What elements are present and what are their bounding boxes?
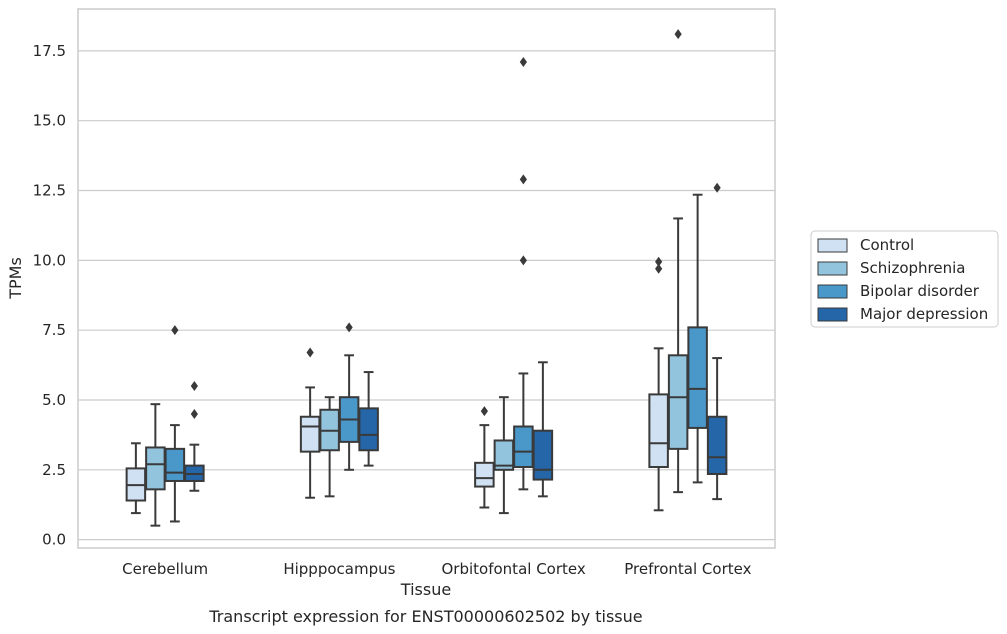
box <box>164 447 186 482</box>
legend-label: Schizophrenia <box>860 259 965 277</box>
x-tick-label: Cerebellum <box>122 560 208 578</box>
y-tick-label: 12.5 <box>33 182 66 200</box>
outlier-point <box>655 256 663 267</box>
box <box>648 393 669 469</box>
series-major-depression <box>184 182 728 501</box>
y-axis-ticks: 0.0 2.5 5.0 7.5 10.0 12.5 15.0 17.5 <box>33 42 66 549</box>
legend: Control Schizophrenia Bipolar disorder Majo… <box>810 230 999 328</box>
outlier-point <box>171 325 179 336</box>
outlier-point <box>519 57 527 68</box>
series-schizophrenia <box>145 29 689 527</box>
legend-label: Major depression <box>860 305 988 323</box>
box <box>687 326 708 429</box>
x-axis-label: Tissue <box>400 580 451 599</box>
outlier-point <box>190 408 198 419</box>
legend-label: Bipolar disorder <box>860 282 980 300</box>
outlier-point <box>190 381 198 392</box>
plot-frame <box>77 8 776 549</box>
box-series <box>125 29 728 527</box>
box <box>667 354 689 450</box>
legend-frame <box>810 230 999 328</box>
legend-swatch <box>817 238 848 253</box>
y-tick-label: 17.5 <box>33 42 66 60</box>
box <box>513 425 534 469</box>
x-tick-label: Hipppocampus <box>283 560 395 578</box>
y-tick-label: 2.5 <box>42 461 66 479</box>
outlier-point <box>519 255 527 266</box>
outlier-point <box>655 263 663 274</box>
legend-swatch <box>817 284 848 299</box>
outlier-point <box>306 347 314 358</box>
x-tick-label: Prefrontal Cortex <box>624 560 751 578</box>
chart-caption: Transcript expression for ENST0000060250… <box>208 607 642 626</box>
y-axis-label: TPMs <box>6 257 25 300</box>
x-axis-ticks: Cerebellum Hipppocampus Orbitofontal Corte… <box>122 560 751 578</box>
y-tick-label: 15.0 <box>33 112 66 130</box>
box <box>358 407 379 452</box>
legend-swatch <box>817 307 848 322</box>
outlier-point <box>519 174 527 185</box>
y-tick-label: 0.0 <box>42 531 66 549</box>
outlier-point <box>345 322 353 333</box>
outlier-point <box>674 29 682 40</box>
outlier-point <box>713 182 721 193</box>
y-tick-label: 7.5 <box>42 321 66 339</box>
legend-label: Control <box>860 236 914 254</box>
box <box>299 415 321 453</box>
outlier-point <box>480 406 488 417</box>
series-bipolar-disorder <box>164 57 708 523</box>
y-tick-label: 10.0 <box>33 251 66 269</box>
y-tick-label: 5.0 <box>42 391 66 409</box>
series-control <box>125 256 669 515</box>
box <box>145 446 166 491</box>
box <box>706 415 728 475</box>
x-tick-label: Orbitofontal Cortex <box>442 560 586 578</box>
box <box>532 429 554 481</box>
box <box>474 461 495 488</box>
legend-swatch <box>817 261 848 276</box>
